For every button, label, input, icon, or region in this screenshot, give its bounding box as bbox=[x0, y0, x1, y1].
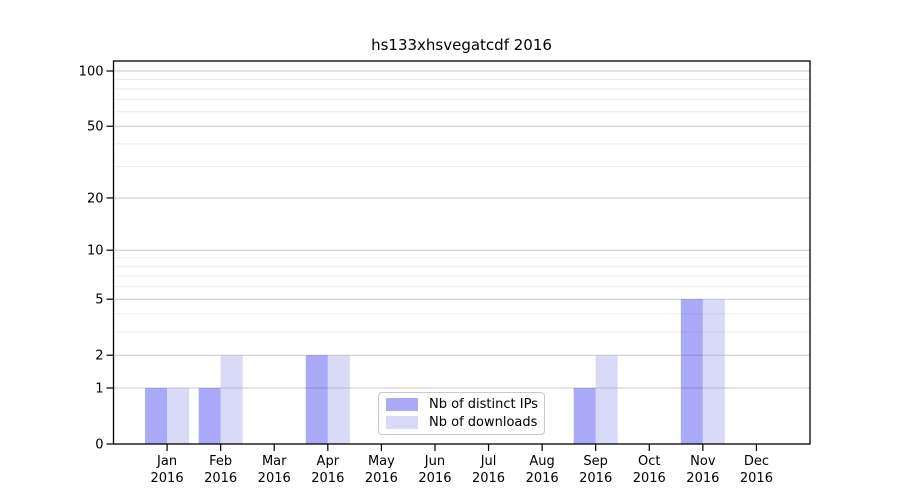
bar-downloads-feb bbox=[220, 355, 243, 444]
x-tick-label: Dec 2016 bbox=[740, 454, 773, 486]
legend-label-downloads: Nb of downloads bbox=[429, 415, 538, 430]
x-tick-label: Jan 2016 bbox=[151, 454, 184, 486]
x-tick-label: May 2016 bbox=[365, 454, 398, 486]
legend-item-distinct-ips: Nb of distinct IPs bbox=[386, 398, 538, 411]
legend-label-distinct-ips: Nb of distinct IPs bbox=[429, 397, 538, 412]
x-tick-label: Mar 2016 bbox=[258, 454, 291, 486]
bar-distinct-ips-jan bbox=[145, 387, 168, 444]
x-tick-label: Apr 2016 bbox=[311, 454, 344, 486]
x-tick-label: Oct 2016 bbox=[633, 454, 666, 486]
legend-item-downloads: Nb of downloads bbox=[386, 415, 538, 430]
bar-distinct-ips-feb bbox=[198, 387, 221, 444]
y-tick-label: 0 bbox=[95, 438, 103, 453]
bar-downloads-sep bbox=[595, 355, 618, 444]
y-tick-label: 20 bbox=[87, 191, 104, 206]
y-tick-label: 100 bbox=[79, 65, 104, 80]
bar-downloads-jan bbox=[167, 387, 190, 444]
y-tick-label: 10 bbox=[87, 244, 104, 259]
bar-distinct-ips-nov bbox=[680, 299, 703, 444]
x-tick-label: Feb 2016 bbox=[204, 454, 237, 486]
y-tick-label: 5 bbox=[95, 293, 103, 308]
y-tick-label: 1 bbox=[95, 381, 103, 396]
legend: Nb of distinct IPs Nb of downloads bbox=[378, 392, 545, 435]
legend-swatch-downloads bbox=[386, 416, 418, 429]
bar-distinct-ips-sep bbox=[573, 387, 596, 444]
x-tick-label: Aug 2016 bbox=[526, 454, 559, 486]
x-tick-label: Jun 2016 bbox=[418, 454, 451, 486]
y-tick-label: 50 bbox=[87, 120, 104, 135]
legend-swatch-distinct-ips bbox=[386, 398, 418, 411]
bar-distinct-ips-apr bbox=[305, 355, 328, 444]
plot-frame bbox=[112, 60, 811, 445]
x-tick-label: Sep 2016 bbox=[579, 454, 612, 486]
bar-downloads-apr bbox=[327, 355, 350, 444]
bar-downloads-nov bbox=[702, 299, 725, 444]
chart-title: hs133xhsvegatcdf 2016 bbox=[371, 36, 552, 54]
y-tick-label: 2 bbox=[95, 349, 103, 364]
x-tick-label: Nov 2016 bbox=[686, 454, 719, 486]
x-tick-label: Jul 2016 bbox=[472, 454, 505, 486]
